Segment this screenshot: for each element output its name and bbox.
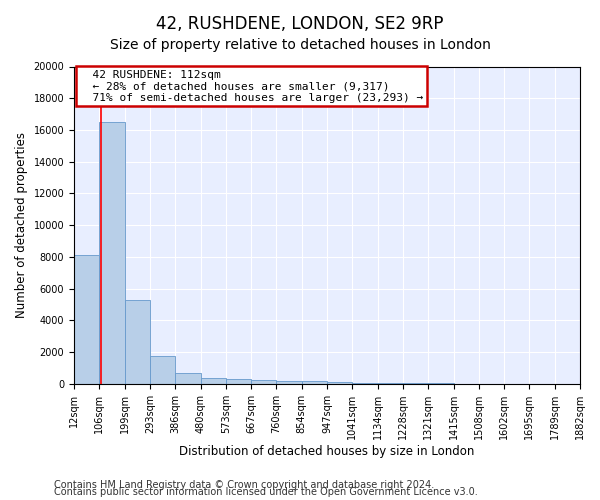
Bar xyxy=(175,374,200,384)
Bar xyxy=(200,378,226,384)
Bar xyxy=(251,380,277,384)
Bar xyxy=(74,255,100,384)
Text: Contains HM Land Registry data © Crown copyright and database right 2024.: Contains HM Land Registry data © Crown c… xyxy=(54,480,434,490)
X-axis label: Distribution of detached houses by size in London: Distribution of detached houses by size … xyxy=(179,444,475,458)
Bar xyxy=(377,383,403,384)
Text: Size of property relative to detached houses in London: Size of property relative to detached ho… xyxy=(110,38,490,52)
Bar xyxy=(352,383,377,384)
Bar xyxy=(327,382,352,384)
Bar xyxy=(150,356,175,384)
Bar xyxy=(125,300,150,384)
Bar xyxy=(302,382,327,384)
Text: 42 RUSHDENE: 112sqm
  ← 28% of detached houses are smaller (9,317)
  71% of semi: 42 RUSHDENE: 112sqm ← 28% of detached ho… xyxy=(79,70,424,103)
Y-axis label: Number of detached properties: Number of detached properties xyxy=(15,132,28,318)
Text: 42, RUSHDENE, LONDON, SE2 9RP: 42, RUSHDENE, LONDON, SE2 9RP xyxy=(156,15,444,33)
Text: Contains public sector information licensed under the Open Government Licence v3: Contains public sector information licen… xyxy=(54,487,478,497)
Bar xyxy=(226,380,251,384)
Bar xyxy=(100,122,125,384)
Bar xyxy=(277,380,302,384)
